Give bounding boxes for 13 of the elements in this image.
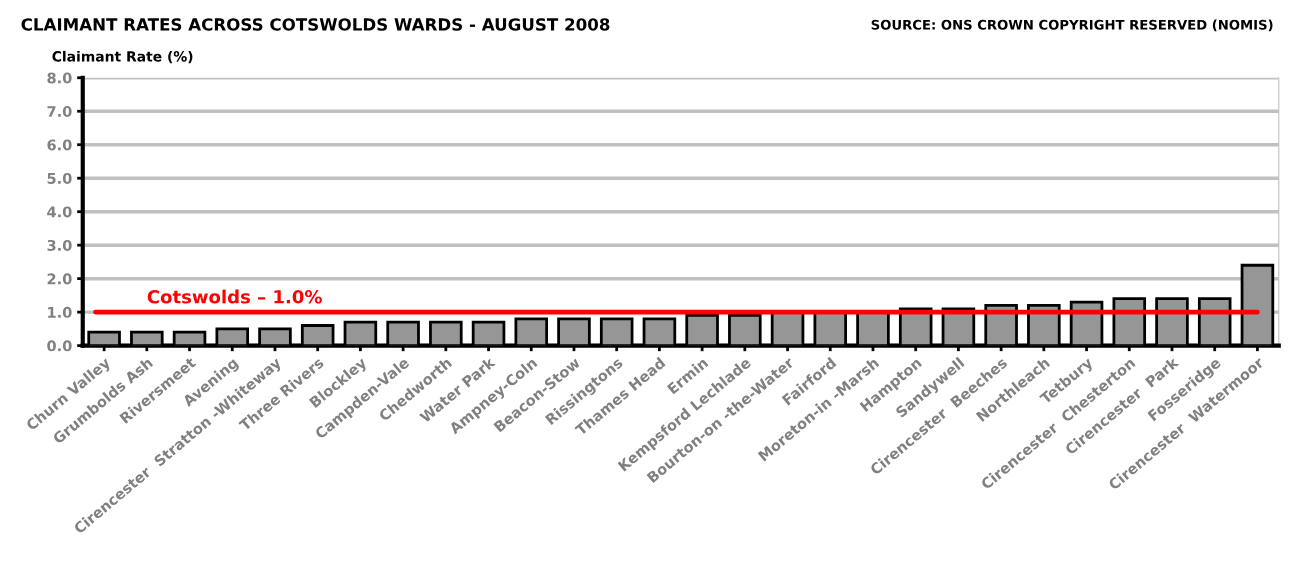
- y-tick-label: 1.0: [48, 306, 72, 318]
- y-tick-label: 4.0: [47, 206, 72, 218]
- y-tick-label: 2.0: [47, 273, 72, 285]
- chart-title: CLAIMANT RATES ACROSS COTSWOLDS WARDS - AUGUST 2008: [21, 18, 610, 31]
- y-tick-label: 3.0: [47, 239, 72, 251]
- source-note: SOURCE: ONS CROWN COPYRIGHT RESERVED (NOMIS): [871, 19, 1273, 32]
- y-tick-label: 5.0: [47, 172, 72, 184]
- ref-line-label: Cotswolds – 1.0%: [147, 289, 322, 304]
- y-tick-label: 7.0: [47, 105, 72, 117]
- y-tick-label: 6.0: [47, 139, 72, 151]
- y-axis-title: Claimant Rate (%): [52, 50, 193, 64]
- y-tick-label: 8.0: [47, 72, 72, 84]
- y-tick-label: 0.0: [47, 340, 72, 352]
